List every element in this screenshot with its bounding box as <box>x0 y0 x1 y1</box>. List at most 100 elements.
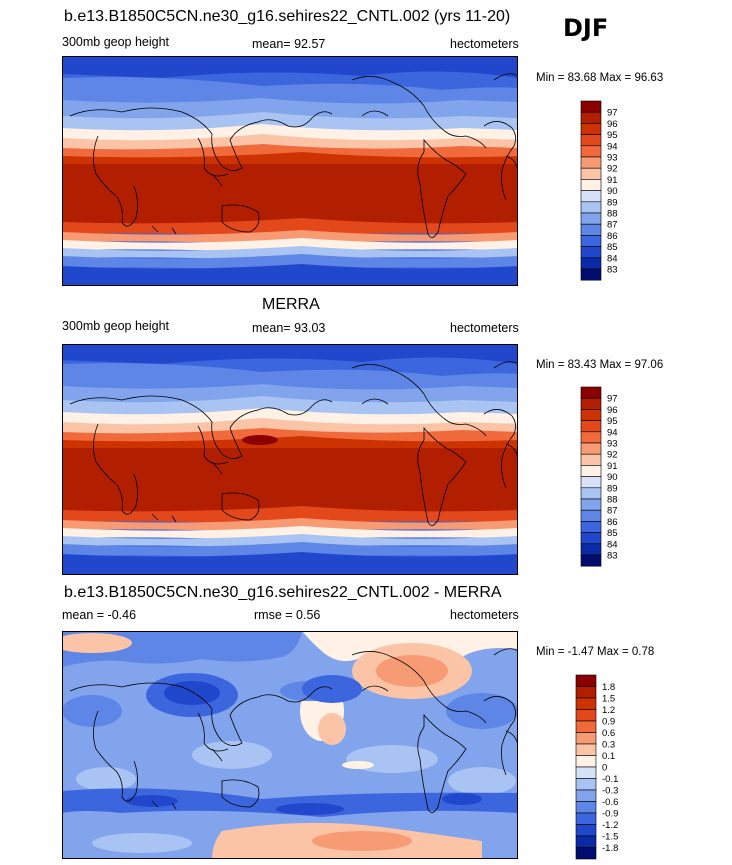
colorbar-swatch <box>580 134 602 147</box>
colorbar-tick-label: -0.6 <box>602 797 618 808</box>
colorbar-swatch <box>580 257 602 270</box>
colorbar-tick-label: 83 <box>607 265 618 276</box>
colorbar-tick-label: 1.5 <box>602 694 615 705</box>
colorbar-tick-label: 85 <box>607 242 618 253</box>
panel-model-mean-label: mean= <box>252 37 291 51</box>
season-label: DJF <box>563 14 609 42</box>
colorbar-swatch <box>580 246 602 259</box>
colorbar-tick-label: 85 <box>607 528 618 539</box>
colorbar-swatch <box>580 100 602 113</box>
colorbar-swatch <box>575 709 597 722</box>
panel-model-map-frame <box>62 56 518 286</box>
panel-obs-field-label: 300mb geop height <box>62 319 170 333</box>
colorbar-swatch <box>580 543 602 556</box>
colorbar-swatch <box>580 179 602 191</box>
panel-diff-mean-label: mean = <box>62 608 105 622</box>
colorbar-tick-label: 89 <box>607 483 618 494</box>
panel-diff-rmse: rmse = 0.56 <box>254 608 320 622</box>
colorbar-swatch <box>580 386 602 399</box>
colorbar-tick-label: 0.1 <box>602 751 615 762</box>
colorbar-tick-label: 88 <box>607 209 618 220</box>
colorbar-tick-label: 92 <box>607 164 618 175</box>
colorbar-tick-label: 84 <box>607 253 618 264</box>
colorbar-tick-label: 93 <box>607 439 618 450</box>
colorbar-swatch <box>575 835 597 848</box>
colorbar-tick-label: -1.8 <box>602 843 618 854</box>
colorbar-tick-label: 0.6 <box>602 728 615 739</box>
panel-diff-field <box>62 631 518 859</box>
panel-obs-colorbar-boxes <box>580 386 602 567</box>
colorbar-swatch <box>575 789 597 802</box>
panel-diff-rmse-value: 0.56 <box>296 608 321 622</box>
colorbar-swatch <box>580 420 602 433</box>
colorbar-swatch <box>580 498 602 511</box>
panel-model-mean: mean= 92.57 <box>252 37 325 51</box>
colorbar-swatch <box>575 766 597 779</box>
colorbar-swatch <box>580 156 602 169</box>
colorbar-swatch <box>575 732 597 745</box>
panel-obs-coastlines <box>69 361 518 526</box>
panel-obs-title: MERRA <box>262 296 320 313</box>
colorbar-swatch <box>580 145 602 158</box>
colorbar-swatch <box>580 268 602 281</box>
colorbar-tick-label: 0 <box>602 763 607 774</box>
colorbar-tick-label: -0.9 <box>602 809 618 820</box>
colorbar-swatch <box>580 167 602 180</box>
panel-obs-mean-value: 93.03 <box>294 321 326 335</box>
colorbar-swatch <box>580 409 602 421</box>
panel-diff-colorbar: 1.81.51.20.90.60.30.10-0.1-0.3-0.6-0.9-1… <box>575 674 618 860</box>
colorbar-tick-label: 90 <box>607 472 618 483</box>
colorbar-swatch <box>580 190 602 203</box>
colorbar-tick-label: 91 <box>607 175 618 186</box>
panel-diff-mean: mean = -0.46 <box>62 608 136 622</box>
colorbar-swatch <box>580 212 602 225</box>
colorbar-swatch <box>575 755 597 768</box>
colorbar-swatch <box>580 201 602 214</box>
colorbar-swatch <box>580 532 602 545</box>
colorbar-swatch <box>580 554 602 567</box>
colorbar-tick-label: 95 <box>607 130 618 141</box>
colorbar-swatch <box>580 465 602 477</box>
panel-model-field-label: 300mb geop height <box>62 35 170 49</box>
panel-diff-rmse-label: rmse = <box>254 608 293 622</box>
colorbar-tick-label: 0.9 <box>602 717 615 728</box>
colorbar-tick-label: -1.2 <box>602 820 618 831</box>
colorbar-tick-label: 97 <box>607 108 618 119</box>
panel-obs-map-frame <box>62 344 518 575</box>
colorbar-tick-label: 0.3 <box>602 740 615 751</box>
colorbar-tick-label: 87 <box>607 506 618 517</box>
colorbar-tick-label: -0.1 <box>602 774 618 785</box>
colorbar-swatch <box>580 431 602 444</box>
panel-diff-map <box>62 631 518 859</box>
colorbar-swatch <box>575 812 597 825</box>
panel-diff-mean-value: -0.46 <box>107 608 137 622</box>
panel-obs-mean-label: mean= <box>252 321 291 335</box>
panel-diff-coastlines <box>69 648 518 813</box>
colorbar-tick-label: 97 <box>607 394 618 405</box>
colorbar-tick-label: -1.5 <box>602 832 618 843</box>
colorbar-swatch <box>580 397 602 410</box>
colorbar-tick-label: 92 <box>607 450 618 461</box>
colorbar-tick-label: 96 <box>607 119 618 130</box>
colorbar-swatch <box>580 476 602 489</box>
colorbar-tick-label: 95 <box>607 416 618 427</box>
colorbar-tick-label: 86 <box>607 231 618 242</box>
colorbar-swatch <box>580 453 602 466</box>
colorbar-tick-label: 94 <box>607 427 618 438</box>
panel-diff-minmax: Min = -1.47 Max = 0.78 <box>536 646 655 658</box>
panel-model-field <box>62 56 518 286</box>
colorbar-swatch <box>575 697 597 710</box>
colorbar-tick-label: 96 <box>607 405 618 416</box>
colorbar-swatch <box>580 521 602 533</box>
colorbar-swatch <box>575 720 597 733</box>
panel-model-units: hectometers <box>450 37 519 51</box>
colorbar-swatch <box>580 509 602 522</box>
panel-obs-field <box>62 344 518 575</box>
panel-model-colorbar-boxes <box>580 100 602 281</box>
colorbar-swatch <box>580 223 602 236</box>
panel-model-minmax: Min = 83.68 Max = 96.63 <box>536 72 664 84</box>
colorbar-swatch <box>575 847 597 860</box>
panel-diff-colorbar-boxes <box>575 674 597 860</box>
